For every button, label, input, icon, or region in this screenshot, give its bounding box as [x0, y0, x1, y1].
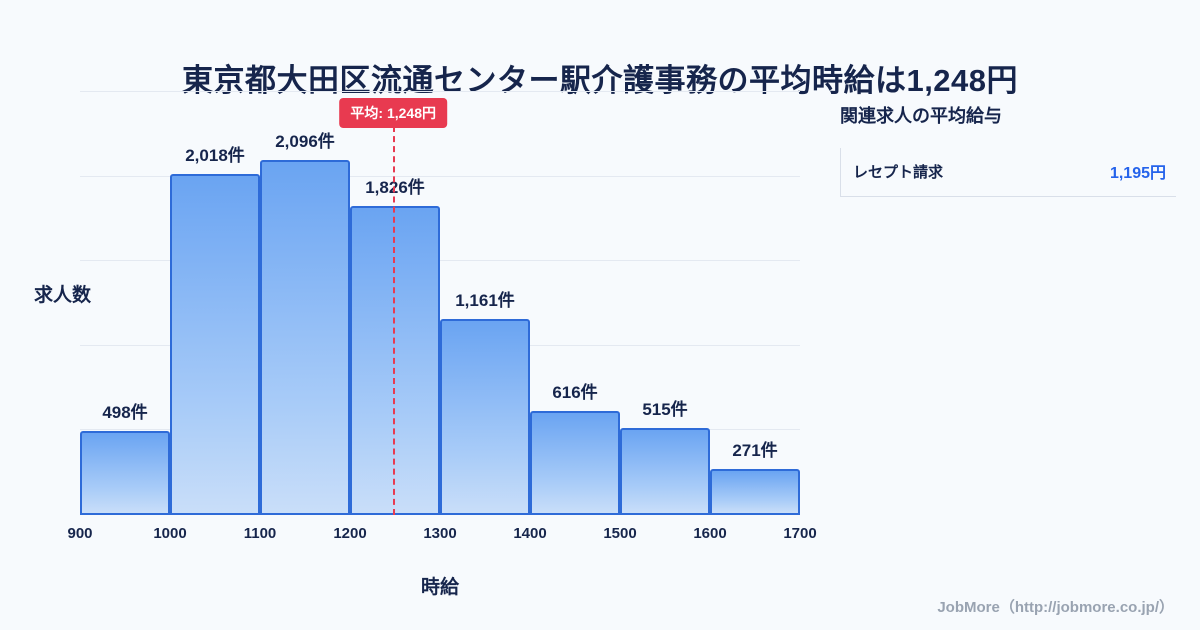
related-jobs-heading: 関連求人の平均給与 [840, 106, 1002, 126]
plot-area: 498件 2,018件 2,096件 1,826件 1,161件 616件 515件 271件… [67, 91, 817, 542]
bar-value-label: 515件 [642, 399, 688, 419]
histogram-bar [440, 318, 530, 515]
average-badge: 平均: 1,248円 [339, 98, 447, 128]
histogram-bar [170, 173, 260, 515]
histogram-bar [530, 410, 620, 515]
bar-value-label: 498件 [102, 402, 148, 422]
related-job-row: レセプト請求 1,195円 [840, 148, 1176, 197]
x-tick-label: 1700 [783, 525, 817, 542]
x-tick-label: 1400 [513, 525, 547, 542]
gridline [80, 175, 800, 177]
footer-credit: JobMore（http://jobmore.co.jp/） [937, 599, 1174, 616]
x-tick-label: 1500 [603, 525, 637, 542]
related-job-value: 1,195円 [1109, 165, 1166, 182]
x-tick-label: 1000 [153, 525, 187, 542]
average-line [393, 126, 396, 515]
bar-value-label: 271件 [732, 441, 778, 461]
x-tick-label: 1300 [423, 525, 457, 542]
bar-value-label: 2,018件 [185, 145, 245, 165]
related-jobs-panel: 関連求人の平均給与 レセプト請求 1,195円 [840, 102, 1176, 197]
histogram-bar [710, 469, 800, 515]
histogram-bar [620, 427, 710, 515]
histogram-bar [260, 160, 350, 515]
bar-value-label: 2,096件 [275, 132, 335, 152]
x-tick-label: 900 [67, 525, 93, 542]
x-tick-label: 1100 [243, 525, 277, 542]
bar-value-label: 616件 [552, 382, 598, 402]
x-axis-label: 時給 [420, 577, 459, 598]
histogram-bar [80, 430, 170, 515]
gridline [80, 260, 800, 262]
bar-value-label: 1,161件 [455, 290, 515, 310]
x-tick-label: 1200 [333, 525, 367, 542]
y-axis-label: 求人数 [34, 285, 92, 306]
x-tick-label: 1600 [693, 525, 727, 542]
related-job-label: レセプト請求 [853, 163, 944, 181]
gridline [80, 91, 800, 92]
